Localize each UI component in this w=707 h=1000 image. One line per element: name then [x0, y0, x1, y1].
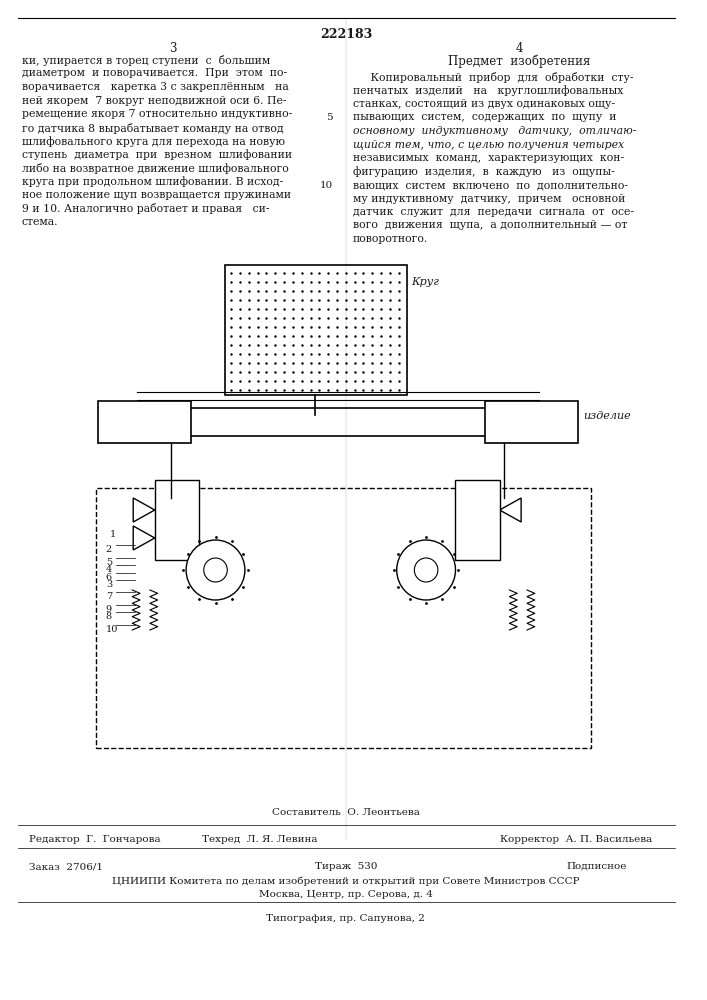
- Bar: [98, 401, 191, 443]
- Text: му индуктивному  датчику,  причем   основной: му индуктивному датчику, причем основной: [353, 194, 625, 204]
- Bar: [455, 480, 500, 560]
- Text: изделие: изделие: [583, 411, 631, 421]
- Text: Типография, пр. Сапунова, 2: Типография, пр. Сапунова, 2: [267, 914, 425, 923]
- Text: 9: 9: [106, 605, 112, 614]
- Bar: [96, 488, 590, 748]
- Text: Предмет  изобретения: Предмет изобретения: [448, 55, 590, 68]
- Text: поворотного.: поворотного.: [353, 234, 428, 244]
- Text: 7: 7: [106, 592, 112, 601]
- Text: Заказ  2706/1: Заказ 2706/1: [30, 862, 103, 871]
- Text: вающих  систем  включено  по  дополнительно-: вающих систем включено по дополнительно-: [353, 180, 628, 190]
- Text: Корректор  А. П. Васильева: Корректор А. П. Васильева: [500, 835, 652, 844]
- Text: ЦНИИПИ Комитета по делам изобретений и открытий при Совете Министров СССР: ЦНИИПИ Комитета по делам изобретений и о…: [112, 876, 580, 886]
- Text: 10: 10: [320, 180, 333, 190]
- Text: независимых  команд,  характеризующих  кон-: независимых команд, характеризующих кон-: [353, 153, 624, 163]
- Text: 1: 1: [110, 530, 116, 539]
- Text: стема.: стема.: [21, 217, 58, 227]
- Text: ступень  диаметра  при  врезном  шлифовании: ступень диаметра при врезном шлифовании: [21, 149, 292, 160]
- Text: 5: 5: [106, 558, 112, 567]
- Polygon shape: [133, 498, 155, 522]
- Text: пенчатых  изделий   на   круглошлифовальных: пенчатых изделий на круглошлифовальных: [353, 86, 623, 96]
- Text: 4: 4: [106, 565, 112, 574]
- Text: 222183: 222183: [320, 28, 372, 41]
- Text: Москва, Центр, пр. Серова, д. 4: Москва, Центр, пр. Серова, д. 4: [259, 890, 433, 899]
- Text: 6: 6: [106, 573, 112, 582]
- Text: 10: 10: [106, 625, 118, 634]
- Text: пывающих  систем,  содержащих  по  щупу  и: пывающих систем, содержащих по щупу и: [353, 112, 616, 122]
- Text: датчик  служит  для  передачи  сигнала  от  осе-: датчик служит для передачи сигнала от ос…: [353, 207, 633, 217]
- Text: Редактор  Г.  Гончарова: Редактор Г. Гончарова: [30, 835, 161, 844]
- Circle shape: [186, 540, 245, 600]
- Text: вого  движения  щупа,  а дополнительный — от: вого движения щупа, а дополнительный — о…: [353, 221, 627, 231]
- Circle shape: [397, 540, 455, 600]
- Text: ки, упирается в торец ступени  с  большим: ки, упирается в торец ступени с большим: [21, 55, 270, 66]
- Text: 5: 5: [327, 113, 333, 122]
- Polygon shape: [133, 526, 155, 550]
- Text: 3: 3: [106, 580, 112, 589]
- Text: ремещение якоря 7 относительно индуктивно-: ремещение якоря 7 относительно индуктивн…: [21, 109, 292, 119]
- Text: Копировальный  прибор  для  обработки  сту-: Копировальный прибор для обработки сту-: [353, 72, 633, 83]
- Text: Составитель  О. Леонтьева: Составитель О. Леонтьева: [272, 808, 420, 817]
- Bar: [226, 265, 407, 395]
- Text: диаметром  и поворачивается.  При  этом  по-: диаметром и поворачивается. При этом по-: [21, 68, 286, 79]
- Circle shape: [204, 558, 227, 582]
- Polygon shape: [500, 498, 521, 522]
- Text: либо на возвратное движение шлифовального: либо на возвратное движение шлифовальног…: [21, 163, 288, 174]
- Text: 2: 2: [106, 545, 112, 554]
- Text: Подписное: Подписное: [566, 862, 627, 871]
- Text: шлифовального круга для перехода на новую: шлифовального круга для перехода на нову…: [21, 136, 284, 147]
- Text: го датчика 8 вырабатывает команду на отвод: го датчика 8 вырабатывает команду на отв…: [21, 122, 284, 133]
- Bar: [155, 480, 199, 560]
- Text: круга при продольном шлифовании. В исход-: круга при продольном шлифовании. В исход…: [21, 176, 283, 187]
- Bar: [137, 408, 539, 436]
- Text: щийся тем, что, с целью получения четырех: щийся тем, что, с целью получения четыре…: [353, 139, 624, 150]
- Text: ворачивается   каретка 3 с закреплённым   на: ворачивается каретка 3 с закреплённым на: [21, 82, 288, 92]
- Text: станках, состоящий из двух одинаковых ощу-: станках, состоящий из двух одинаковых ощ…: [353, 99, 614, 109]
- Text: фигурацию  изделия,  в  каждую   из  ощупы-: фигурацию изделия, в каждую из ощупы-: [353, 166, 614, 177]
- Text: ное положение щуп возвращается пружинами: ное положение щуп возвращается пружинами: [21, 190, 291, 200]
- Circle shape: [414, 558, 438, 582]
- Text: 8: 8: [106, 612, 112, 621]
- Text: ней якорем  7 вокруг неподвижной оси 6. Пе-: ней якорем 7 вокруг неподвижной оси 6. П…: [21, 96, 286, 105]
- Text: Тираж  530: Тираж 530: [315, 862, 377, 871]
- Text: Круг: Круг: [411, 277, 439, 287]
- Bar: [485, 401, 578, 443]
- Text: Техред  Л. Я. Левина: Техред Л. Я. Левина: [201, 835, 317, 844]
- Text: 9 и 10. Аналогично работает и правая   си-: 9 и 10. Аналогично работает и правая си-: [21, 204, 269, 215]
- Text: 4: 4: [515, 42, 523, 55]
- Text: основному  индуктивному   датчику,  отличаю-: основному индуктивному датчику, отличаю-: [353, 126, 636, 136]
- Text: 3: 3: [169, 42, 176, 55]
